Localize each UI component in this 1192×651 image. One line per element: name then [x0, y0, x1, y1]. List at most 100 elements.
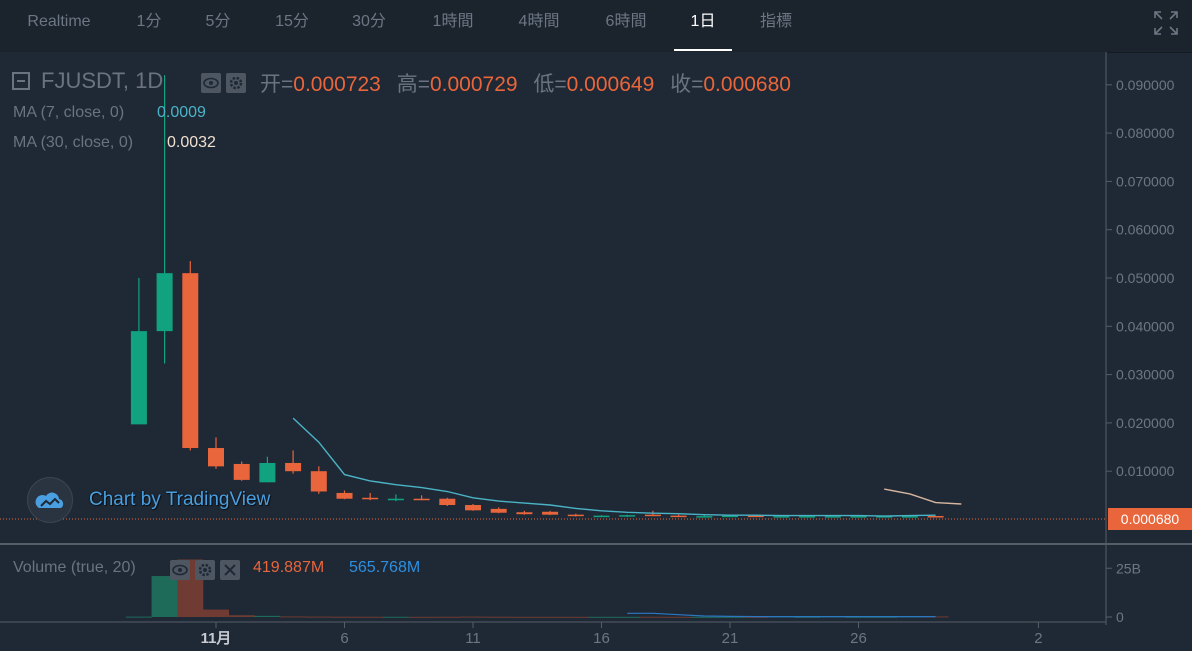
candle-body [465, 505, 481, 511]
volume-bar [614, 616, 641, 618]
candle-body [876, 516, 893, 518]
candle-body [233, 463, 250, 480]
volume-label: Volume (true, 20) [13, 559, 136, 576]
candle-body [901, 516, 918, 518]
candle-body [310, 471, 327, 492]
volume-bar [331, 616, 358, 618]
fullscreen-icon[interactable] [1153, 10, 1179, 36]
close-label: 收= [670, 73, 704, 96]
ma30-label: MA (30, close, 0) [13, 134, 134, 151]
volume-bar [280, 616, 307, 618]
volume-close-icon[interactable] [220, 560, 240, 580]
tab-6hour[interactable]: 6時間 [605, 13, 647, 30]
volume-bar [511, 616, 538, 618]
candle-body [593, 515, 610, 518]
volume-bar [125, 616, 152, 618]
last-price-label: 0.000680 [1108, 508, 1192, 530]
volume-bar [408, 616, 435, 618]
candle-body [387, 498, 404, 501]
tradingview-cloud-icon [27, 477, 73, 523]
candle-body [182, 273, 199, 449]
candle-body [927, 516, 944, 518]
volume-bar [228, 615, 255, 617]
legend-collapse-button[interactable] [12, 72, 30, 90]
candle-body [670, 515, 687, 518]
volume-bar [434, 616, 461, 618]
volume-bar [665, 616, 692, 618]
candle-body [850, 516, 867, 518]
candle-body [490, 508, 507, 513]
high-value: 0.000729 [429, 73, 518, 96]
tab-4hour[interactable]: 4時間 [518, 13, 560, 30]
tab-15min[interactable]: 15分 [275, 13, 309, 30]
close-value: 0.000680 [703, 73, 791, 96]
time-tick-label: 16 [593, 630, 610, 647]
candle-body [722, 515, 738, 518]
volume-bar [537, 616, 564, 618]
candle-body [208, 448, 224, 467]
candle-body [362, 497, 379, 500]
low-label: 低= [533, 73, 567, 96]
timeframe-toolbar: Realtime 1分 5分 15分 30分 1時間 4時間 6時間 1日 指標 [0, 0, 1192, 53]
volume-bar [717, 616, 743, 618]
eye-icon[interactable] [201, 73, 221, 93]
tab-30min[interactable]: 30分 [352, 13, 386, 30]
open-label: 开= [260, 73, 294, 96]
volume-bar [203, 609, 229, 617]
candle-body [413, 498, 430, 501]
volume-tick-label: 0 [1116, 609, 1124, 625]
candle-body [619, 515, 636, 517]
tab-1hour[interactable]: 1時間 [432, 13, 474, 30]
volume-value: 419.887M [253, 559, 325, 576]
ma7-value: 0.0009 [157, 104, 206, 121]
volume-bar [357, 616, 384, 618]
volume-tick-label: 25B [1116, 560, 1141, 576]
candle-body [516, 512, 533, 515]
price-tick-label: 0.070000 [1116, 173, 1175, 189]
volume-bar [742, 616, 769, 618]
volume-ma-value: 565.768M [349, 559, 421, 576]
price-tick-label: 0.060000 [1116, 222, 1175, 238]
candle-body [336, 492, 353, 499]
candle-body [156, 273, 173, 332]
tradingview-watermark[interactable]: Chart by TradingView [27, 477, 270, 523]
candle-body [567, 514, 584, 517]
symbol-title: FJUSDT, 1D [41, 68, 164, 93]
candle-body [824, 516, 841, 518]
gear-icon[interactable] [226, 73, 246, 93]
volume-bar [639, 616, 666, 618]
tab-1day[interactable]: 1日 [674, 0, 732, 51]
ma7-label: MA (7, close, 0) [13, 104, 125, 121]
price-tick-label: 0.010000 [1116, 463, 1175, 479]
time-tick-label: 26 [850, 630, 867, 647]
volume-bar [845, 616, 872, 618]
candle-body [747, 515, 764, 518]
open-value: 0.000723 [293, 73, 381, 96]
tab-1min[interactable]: 1分 [136, 13, 162, 30]
price-tick-label: 0.020000 [1116, 415, 1175, 431]
volume-bar [588, 616, 615, 618]
time-tick-label: 11 [465, 630, 481, 647]
price-tick-label: 0.080000 [1116, 125, 1175, 141]
candle-body [259, 462, 276, 483]
volume-gear-icon[interactable] [195, 560, 215, 580]
volume-bar [305, 616, 332, 618]
candle-body [773, 516, 790, 518]
candle-body [439, 498, 456, 506]
ma30-line [884, 488, 962, 505]
candle-body [696, 516, 713, 518]
volume-bar [151, 576, 178, 617]
tab-5min[interactable]: 5分 [205, 13, 231, 30]
volume-bar [254, 615, 281, 617]
volume-bar [871, 616, 898, 618]
price-tick-label: 0.050000 [1116, 270, 1175, 286]
volume-bar [794, 616, 821, 618]
watermark-text: Chart by TradingView [89, 489, 271, 510]
volume-eye-icon[interactable] [170, 560, 190, 580]
tab-indicators[interactable]: 指標 [759, 13, 792, 30]
tab-realtime[interactable]: Realtime [27, 13, 91, 30]
time-tick-label: 2 [1034, 630, 1042, 647]
low-value: 0.000649 [566, 73, 655, 96]
volume-bar [485, 616, 512, 618]
